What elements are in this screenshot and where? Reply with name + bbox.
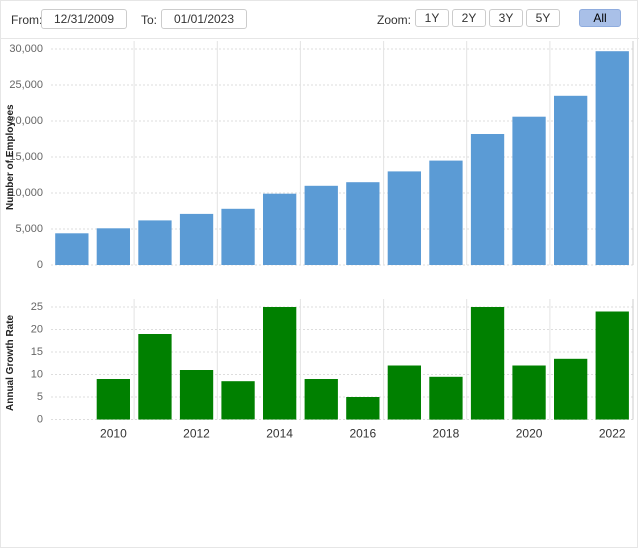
svg-text:2014: 2014 <box>266 427 293 441</box>
svg-text:2018: 2018 <box>433 427 460 441</box>
svg-text:10: 10 <box>31 369 43 381</box>
svg-text:20: 20 <box>31 324 43 336</box>
svg-text:25: 25 <box>31 301 43 313</box>
svg-text:25,000: 25,000 <box>9 79 43 91</box>
svg-text:0: 0 <box>37 259 43 271</box>
svg-text:2012: 2012 <box>183 427 210 441</box>
svg-text:0: 0 <box>37 414 43 426</box>
svg-text:2010: 2010 <box>100 427 127 441</box>
svg-text:2016: 2016 <box>349 427 376 441</box>
svg-text:5,000: 5,000 <box>15 223 43 235</box>
svg-text:15: 15 <box>31 346 43 358</box>
svg-text:2020: 2020 <box>516 427 543 441</box>
svg-text:5: 5 <box>37 391 43 403</box>
svg-text:2022: 2022 <box>599 427 626 441</box>
svg-text:30,000: 30,000 <box>9 43 43 55</box>
